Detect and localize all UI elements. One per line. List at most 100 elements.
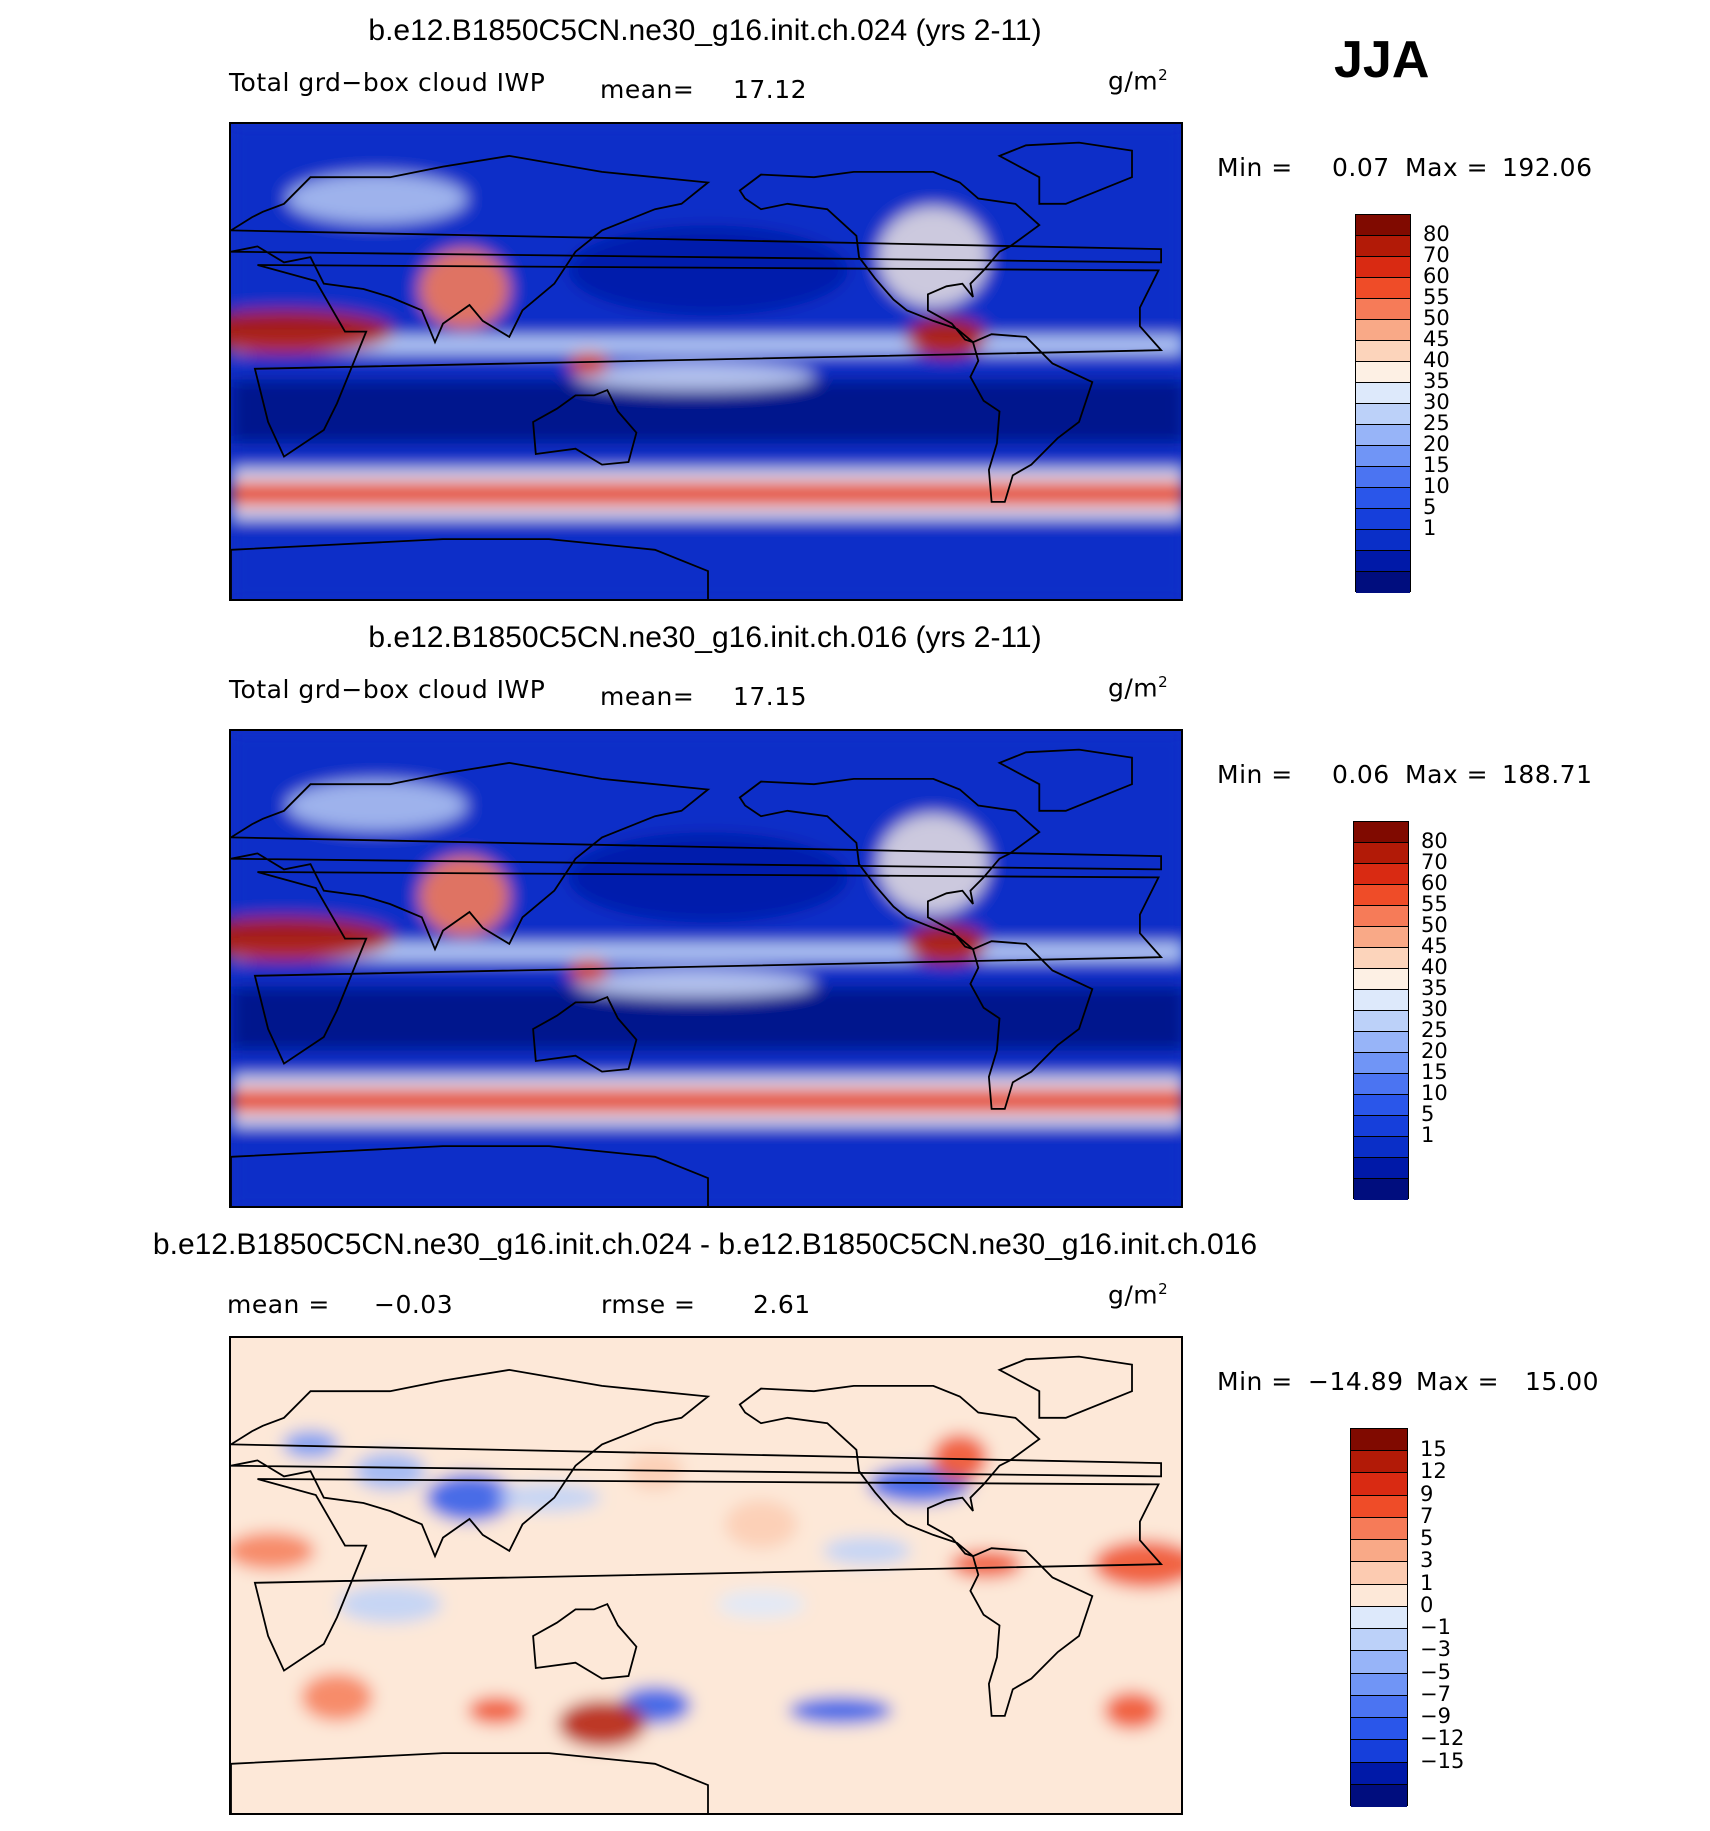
- colorbar-segment: [1351, 1540, 1407, 1563]
- colorbar-tick-label: 30: [1423, 390, 1450, 414]
- difference-anomaly: [950, 1550, 1023, 1579]
- coastline-australia: [532, 1602, 638, 1680]
- colorbar-segment: [1356, 488, 1410, 509]
- panel-3-rmse-label: rmse =: [601, 1290, 696, 1319]
- panel-3-units: g/m2: [1108, 1280, 1169, 1310]
- coastline-south-america: [969, 333, 1094, 503]
- colorbar-tick-label: 10: [1423, 474, 1450, 498]
- colorbar-segment: [1351, 1762, 1407, 1785]
- colorbar-segment: [1354, 1095, 1408, 1116]
- colorbar-segment: [1351, 1673, 1407, 1696]
- panel-3-rmse-value: 2.61: [753, 1290, 811, 1319]
- colorbar-segment: [1356, 509, 1410, 530]
- colorbar-segment: [1351, 1718, 1407, 1741]
- africa-itcz: [231, 916, 394, 961]
- difference-anomaly: [231, 1531, 315, 1570]
- tibet-monsoon: [419, 855, 510, 936]
- colorbar-tick-label: 50: [1421, 913, 1448, 937]
- panel-2-mean-value: 17.15: [733, 682, 808, 711]
- map-canvas: [231, 124, 1181, 599]
- panel-1-max-value: 192.06: [1502, 153, 1593, 182]
- difference-anomaly: [338, 1585, 442, 1624]
- coastline-north-america: [738, 171, 1041, 344]
- colorbar-segment: [1351, 1606, 1407, 1630]
- colorbar-tick-label: 0: [1420, 1592, 1434, 1617]
- coastline-antarctica: [231, 1145, 709, 1206]
- colorbar-segment: [1356, 236, 1410, 257]
- difference-anomaly: [354, 1452, 426, 1491]
- africa-itcz: [231, 309, 394, 354]
- subtropical-pacific: [568, 225, 848, 316]
- colorbar-segment: [1351, 1517, 1407, 1541]
- panel-2-colorbar: [1353, 821, 1409, 1200]
- colorbar-tick-label: 15: [1420, 1437, 1447, 1462]
- north-america-convection: [878, 207, 989, 308]
- colorbar-segment: [1356, 530, 1410, 551]
- coastline-africa: [253, 1478, 1164, 1672]
- colorbar-segment: [1356, 320, 1410, 341]
- difference-anomaly: [931, 1433, 988, 1482]
- colorbar-tick-label: 25: [1423, 411, 1450, 435]
- panel-3-min-value: −14.89: [1308, 1367, 1404, 1396]
- colorbar-tick-label: 70: [1421, 850, 1448, 874]
- colorbar-tick-label: 40: [1423, 348, 1450, 372]
- colorbar-tick-label: 12: [1420, 1459, 1447, 1484]
- map-canvas: [231, 1338, 1181, 1813]
- eurasia-cloud: [286, 780, 467, 831]
- panel-3-max-label: Max =: [1416, 1367, 1500, 1396]
- difference-anomaly: [823, 1536, 911, 1565]
- colorbar-segment: [1351, 1562, 1407, 1585]
- panel-1-mean-label: mean=: [600, 75, 695, 104]
- difference-anomaly: [725, 1500, 797, 1549]
- panel-1-mean-value: 17.12: [733, 75, 808, 104]
- colorbar-segment: [1356, 404, 1410, 425]
- colorbar-tick-label: 1: [1420, 1570, 1434, 1595]
- difference-anomaly: [558, 1699, 646, 1748]
- north-america-convection: [878, 814, 989, 915]
- central-america-convection: [906, 316, 987, 357]
- colorbar-segment: [1354, 1179, 1408, 1200]
- colorbar-segment: [1356, 257, 1410, 278]
- subtropical-pacific: [568, 832, 848, 923]
- colorbar-segment: [1354, 822, 1408, 843]
- coastline-africa: [253, 871, 1164, 1065]
- spcz-band: [574, 969, 815, 998]
- colorbar-tick-label: 60: [1421, 871, 1448, 895]
- colorbar-segment: [1354, 1158, 1408, 1179]
- colorbar-tick-label: 20: [1423, 432, 1450, 456]
- colorbar-segment: [1354, 906, 1408, 927]
- colorbar-segment: [1354, 1137, 1408, 1158]
- panel-1-variable-label: Total grd−box cloud IWP: [229, 68, 546, 97]
- maritime-continent: [568, 351, 609, 376]
- colorbar-segment: [1351, 1473, 1407, 1496]
- colorbar-tick-label: 35: [1421, 976, 1448, 1000]
- panel-2-title: b.e12.B1850C5CN.ne30_g16.init.ch.016 (yr…: [368, 621, 1042, 654]
- colorbar-segment: [1354, 843, 1408, 864]
- panel-2-variable-label: Total grd−box cloud IWP: [229, 675, 546, 704]
- colorbar-segment: [1351, 1695, 1407, 1719]
- colorbar-tick-label: 15: [1421, 1060, 1448, 1084]
- panel-2-min-value: 0.06: [1332, 760, 1390, 789]
- colorbar-tick-label: 35: [1423, 369, 1450, 393]
- panel-3-colorbar: [1350, 1428, 1408, 1807]
- panel-1-max-label: Max =: [1405, 153, 1489, 182]
- panel-2-max-label: Max =: [1405, 760, 1489, 789]
- coastlines: [231, 1355, 1164, 1813]
- coastline-antarctica: [231, 1752, 709, 1813]
- panel-2-units: g/m2: [1108, 673, 1169, 703]
- maritime-continent: [568, 958, 609, 983]
- difference-anomaly: [717, 1590, 805, 1619]
- colorbar-tick-label: 1: [1423, 516, 1437, 540]
- coastline-greenland: [997, 141, 1133, 205]
- colorbar-segment: [1354, 927, 1408, 948]
- colorbar-tick-label: 25: [1421, 1018, 1448, 1042]
- panel-2-map: [229, 729, 1183, 1208]
- colorbar-segment: [1354, 1116, 1408, 1137]
- colorbar-segment: [1354, 864, 1408, 885]
- colorbar-segment: [1356, 551, 1410, 572]
- difference-anomaly: [1104, 1691, 1160, 1730]
- difference-anomaly: [788, 1696, 893, 1725]
- colorbar-tick-label: 45: [1421, 934, 1448, 958]
- colorbar-segment: [1351, 1451, 1407, 1474]
- colorbar-tick-label: 7: [1420, 1503, 1434, 1528]
